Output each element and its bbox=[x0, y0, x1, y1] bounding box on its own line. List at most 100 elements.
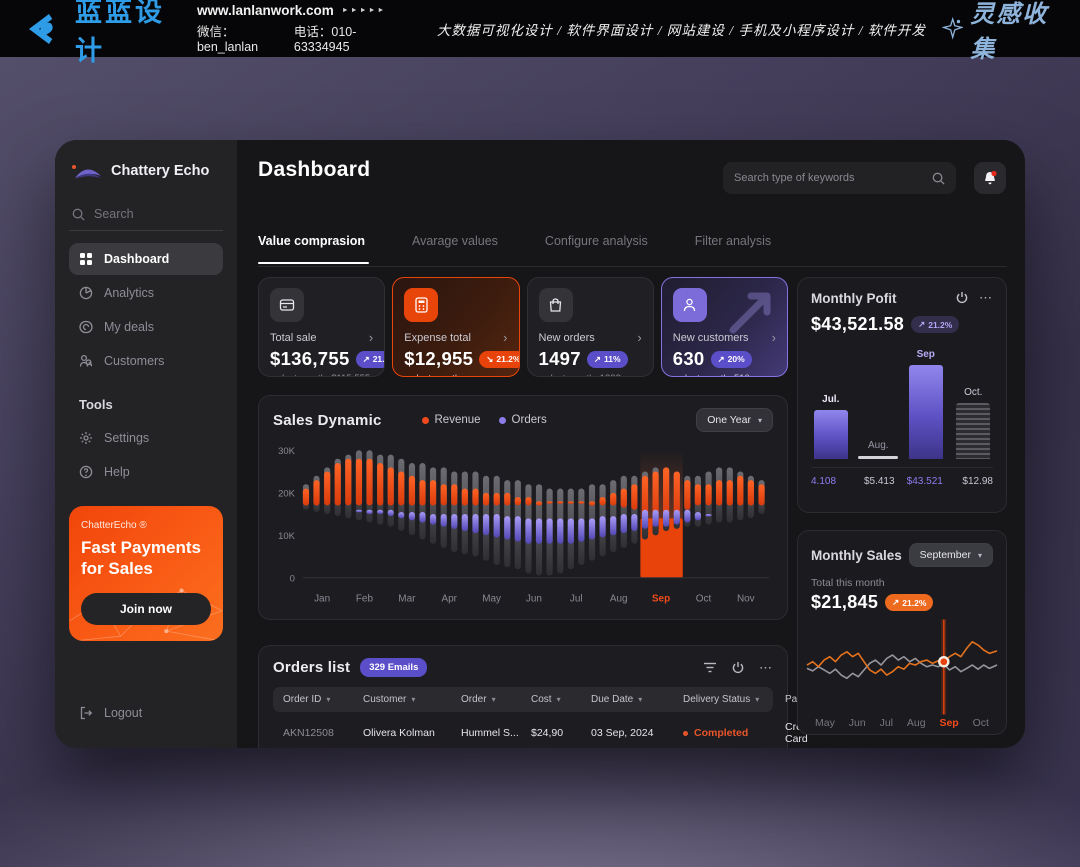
emails-badge: 329 Emails bbox=[360, 658, 428, 677]
sidebar-item-settings[interactable]: Settings bbox=[69, 422, 223, 454]
trend-up-icon: ↗ bbox=[593, 353, 601, 364]
trend-badge: ↘ 21.2% bbox=[479, 350, 519, 368]
export-icon bbox=[956, 292, 968, 304]
stat-compare: vs last month: $115,555 bbox=[270, 373, 373, 376]
sparkle-icon bbox=[941, 16, 964, 40]
banner-brand: 蓝蓝设计 bbox=[74, 0, 165, 66]
trend-up-icon: ↗ bbox=[892, 597, 900, 607]
tab-filter-analysis[interactable]: Filter analysis bbox=[694, 234, 772, 248]
monthly-sales-months: May Jun Jul Aug Sep Oct bbox=[811, 715, 993, 729]
banner-services: 大数据可视化设计 / 软件界面设计 / 网站建设 / 手机及小程序设计 / 软件… bbox=[436, 22, 926, 38]
column-customer[interactable]: Customer ▾ bbox=[363, 694, 416, 705]
stat-card-expense-total[interactable]: Expense total › $12,955 ↘21.2% vs last mo… bbox=[392, 277, 520, 377]
chevron-right-icon[interactable]: › bbox=[368, 330, 374, 345]
more-options-button[interactable]: ⋯ bbox=[979, 290, 993, 305]
column-order[interactable]: Order ▾ bbox=[461, 694, 496, 705]
banner-collect: 灵感收集 bbox=[941, 0, 1056, 64]
svg-text:Sep: Sep bbox=[652, 594, 670, 605]
sort-icon: ▾ bbox=[556, 695, 561, 704]
column-cost[interactable]: Cost ▾ bbox=[531, 694, 561, 705]
export-icon bbox=[732, 661, 744, 673]
total-this-month-label: Total this month bbox=[811, 577, 885, 589]
trend-up-icon: ↗ bbox=[362, 353, 370, 364]
sidebar-search[interactable]: Search bbox=[69, 198, 223, 231]
stat-card-new-customers[interactable]: New customers › 630 ↗20% vs last month: 5… bbox=[660, 277, 788, 377]
stat-card-total-sale[interactable]: Total sale › $136,755 ↗21.2% vs last mont… bbox=[258, 277, 386, 377]
sort-icon: ▾ bbox=[755, 695, 760, 704]
trend-up-icon: ↗ bbox=[717, 353, 725, 364]
logout-label: Logout bbox=[104, 706, 143, 720]
tab-configure-analysis[interactable]: Configure analysis bbox=[544, 234, 648, 248]
trend-badge: ↗21.2% bbox=[885, 594, 934, 611]
stat-compare: vs last month: 1332 bbox=[539, 373, 642, 376]
promo-title: Fast Payments for Sales bbox=[81, 538, 201, 578]
content-left: Total sale › $136,755 ↗21.2% vs last mont… bbox=[258, 277, 833, 748]
orders-table-header: Order ID ▾ Customer ▾ Order ▾ Cost ▾ Due Dat… bbox=[273, 687, 833, 712]
stat-compare: vs last month: $15,117.52 bbox=[404, 373, 507, 376]
bag-icon bbox=[538, 288, 573, 322]
chevron-down-icon: ▾ bbox=[757, 415, 762, 425]
sort-icon: ▾ bbox=[411, 695, 416, 704]
sales-dynamic-panel: Sales Dynamic Revenue Orders One Year ▾ … bbox=[258, 395, 788, 620]
app-logo-icon bbox=[72, 165, 101, 179]
sidebar-item-help[interactable]: Help bbox=[69, 456, 223, 488]
stat-card-new-orders[interactable]: New orders › 1497 ↗11% vs last month: 133… bbox=[526, 277, 654, 377]
banner-collect-text: 灵感收集 bbox=[970, 1, 1049, 63]
gear-icon bbox=[80, 432, 92, 444]
month-label: Oct bbox=[972, 717, 989, 729]
monthly-sales-value: $21,845 bbox=[811, 592, 879, 612]
help-icon bbox=[79, 465, 93, 479]
svg-text:Nov: Nov bbox=[737, 594, 755, 605]
trend-badge: ↗ 20% bbox=[710, 350, 752, 368]
logout-button[interactable]: Logout bbox=[69, 696, 223, 730]
app-logo-row[interactable]: Chattery Echo bbox=[69, 160, 223, 182]
sidebar-item-customers[interactable]: Customers bbox=[69, 345, 223, 377]
chevron-right-icon[interactable]: › bbox=[771, 330, 776, 345]
chevron-right-icon[interactable]: › bbox=[637, 330, 642, 345]
users-icon bbox=[79, 354, 93, 367]
range-value: One Year bbox=[707, 414, 751, 426]
sidebar-item-label: Dashboard bbox=[104, 252, 170, 266]
stat-label: Expense total bbox=[404, 331, 471, 344]
banner-wechat: 微信：ben_lanlan bbox=[196, 25, 259, 54]
cell-due-date: 03 Sep, 2024 bbox=[591, 727, 654, 739]
sidebar-item-my-deals[interactable]: My deals bbox=[69, 311, 223, 343]
search-icon bbox=[932, 172, 945, 185]
month-select-value: September bbox=[919, 549, 971, 561]
column-delivery-status[interactable]: Delivery Status ▾ bbox=[683, 694, 760, 705]
user-icon bbox=[672, 288, 707, 322]
column-order-id[interactable]: Order ID ▾ bbox=[283, 694, 331, 705]
more-options-button[interactable]: ⋯ bbox=[759, 659, 773, 675]
filter-button[interactable] bbox=[703, 662, 717, 673]
column-due-date[interactable]: Due Date ▾ bbox=[591, 694, 643, 705]
profit-bar-value: $5.413 bbox=[863, 476, 895, 487]
join-now-button[interactable]: Join now bbox=[81, 593, 211, 626]
tab-value-comprasion[interactable]: Value comprasion bbox=[258, 234, 369, 264]
sidebar-item-analytics[interactable]: Analytics bbox=[69, 277, 223, 309]
topbar-search-placeholder: Search type of keywords bbox=[734, 172, 855, 184]
notifications-button[interactable] bbox=[974, 162, 1006, 194]
trend-up-icon: ↗ bbox=[918, 319, 926, 329]
lanlan-logo bbox=[28, 13, 53, 44]
export-button[interactable] bbox=[955, 291, 969, 305]
main-area: Dashboard Search type of keywords Value … bbox=[237, 140, 1025, 748]
chevron-right-icon[interactable]: › bbox=[503, 330, 508, 345]
table-row[interactable]: AKN12508 Olivera Kolman Hummel S... $24,… bbox=[273, 712, 813, 748]
orders-title: Orders list bbox=[273, 659, 351, 676]
month-label: May bbox=[815, 717, 835, 729]
legend-label: Orders bbox=[511, 414, 547, 426]
topbar-search-input[interactable]: Search type of keywords bbox=[723, 162, 956, 194]
tab-avarage-values[interactable]: Avarage values bbox=[411, 234, 498, 248]
monthly-profit-values: 4.108 $5.413 $43.521 $12.98 bbox=[811, 467, 993, 487]
export-button[interactable] bbox=[731, 661, 745, 675]
cell-order: Hummel S... bbox=[461, 727, 519, 739]
monthly-profit-chart: Jul. Aug. Sep Oct. bbox=[807, 341, 997, 459]
sidebar-item-dashboard[interactable]: Dashboard bbox=[69, 243, 223, 275]
tabs-divider bbox=[258, 266, 1007, 267]
trend-badge: ↗ 11% bbox=[586, 350, 628, 368]
sidebar-item-label: My deals bbox=[104, 320, 155, 334]
monthly-sales-title: Monthly Sales bbox=[811, 547, 902, 563]
svg-text:30K: 30K bbox=[278, 446, 296, 457]
range-select[interactable]: One Year ▾ bbox=[696, 408, 773, 432]
month-select[interactable]: September ▾ bbox=[908, 543, 993, 567]
